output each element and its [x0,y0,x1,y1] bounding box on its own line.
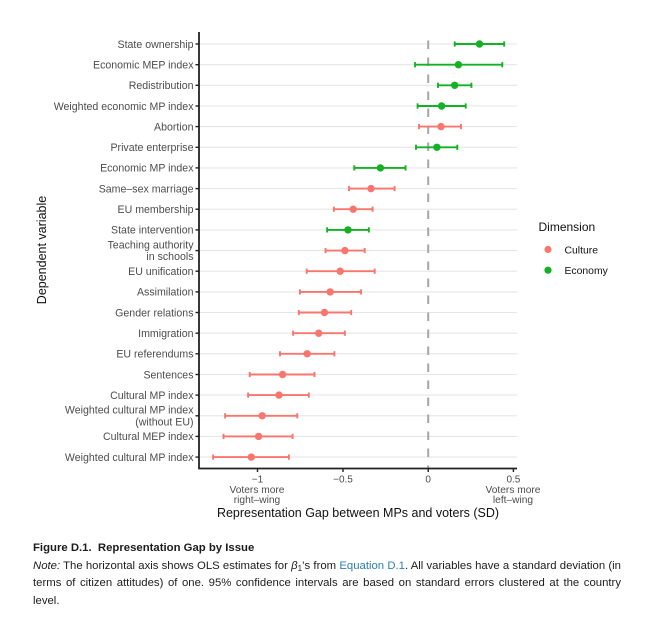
svg-text:EU referendums: EU referendums [116,349,193,361]
svg-text:Same–sex marriage: Same–sex marriage [99,183,194,195]
svg-text:Weighted economic MP index: Weighted economic MP index [54,101,194,113]
svg-text:−1: −1 [252,475,264,486]
svg-text:EU membership: EU membership [118,204,194,216]
svg-text:Economy: Economy [565,266,609,277]
svg-text:0: 0 [425,475,431,486]
svg-text:right–wing: right–wing [234,495,281,506]
svg-text:(without EU): (without EU) [135,416,193,428]
svg-text:Culture: Culture [565,245,599,256]
svg-text:−0.5: −0.5 [333,475,353,486]
svg-text:Weighted cultural MP index: Weighted cultural MP index [65,452,194,464]
svg-text:Cultural MEP index: Cultural MEP index [103,431,194,443]
svg-text:State ownership: State ownership [118,39,194,51]
svg-text:left–wing: left–wing [493,495,534,506]
svg-text:0.5: 0.5 [506,475,520,486]
svg-text:Immigration: Immigration [138,328,193,340]
svg-text:Economic MEP index: Economic MEP index [93,60,194,72]
svg-text:Sentences: Sentences [143,369,193,381]
svg-text:Private enterprise: Private enterprise [110,142,193,154]
svg-text:Teaching authority: Teaching authority [108,240,195,252]
svg-text:in schools: in schools [146,251,193,263]
svg-text:EU unification: EU unification [128,266,193,278]
svg-text:Assimilation: Assimilation [137,287,194,299]
svg-text:Redistribution: Redistribution [129,80,194,92]
svg-text:Abortion: Abortion [154,121,194,133]
svg-text:Dependent variable: Dependent variable [35,196,49,304]
svg-text:Voters more: Voters more [486,485,541,496]
svg-text:Voters more: Voters more [230,485,285,496]
svg-text:Representation Gap between MPs: Representation Gap between MPs and voter… [217,506,499,520]
svg-text:Gender relations: Gender relations [115,307,193,319]
svg-text:Weighted cultural MP index: Weighted cultural MP index [65,405,194,417]
svg-text:Cultural MP index: Cultural MP index [110,390,194,402]
svg-text:Economic MP index: Economic MP index [100,163,194,175]
svg-text:Dimension: Dimension [539,220,596,234]
svg-text:State intervention: State intervention [111,225,194,237]
